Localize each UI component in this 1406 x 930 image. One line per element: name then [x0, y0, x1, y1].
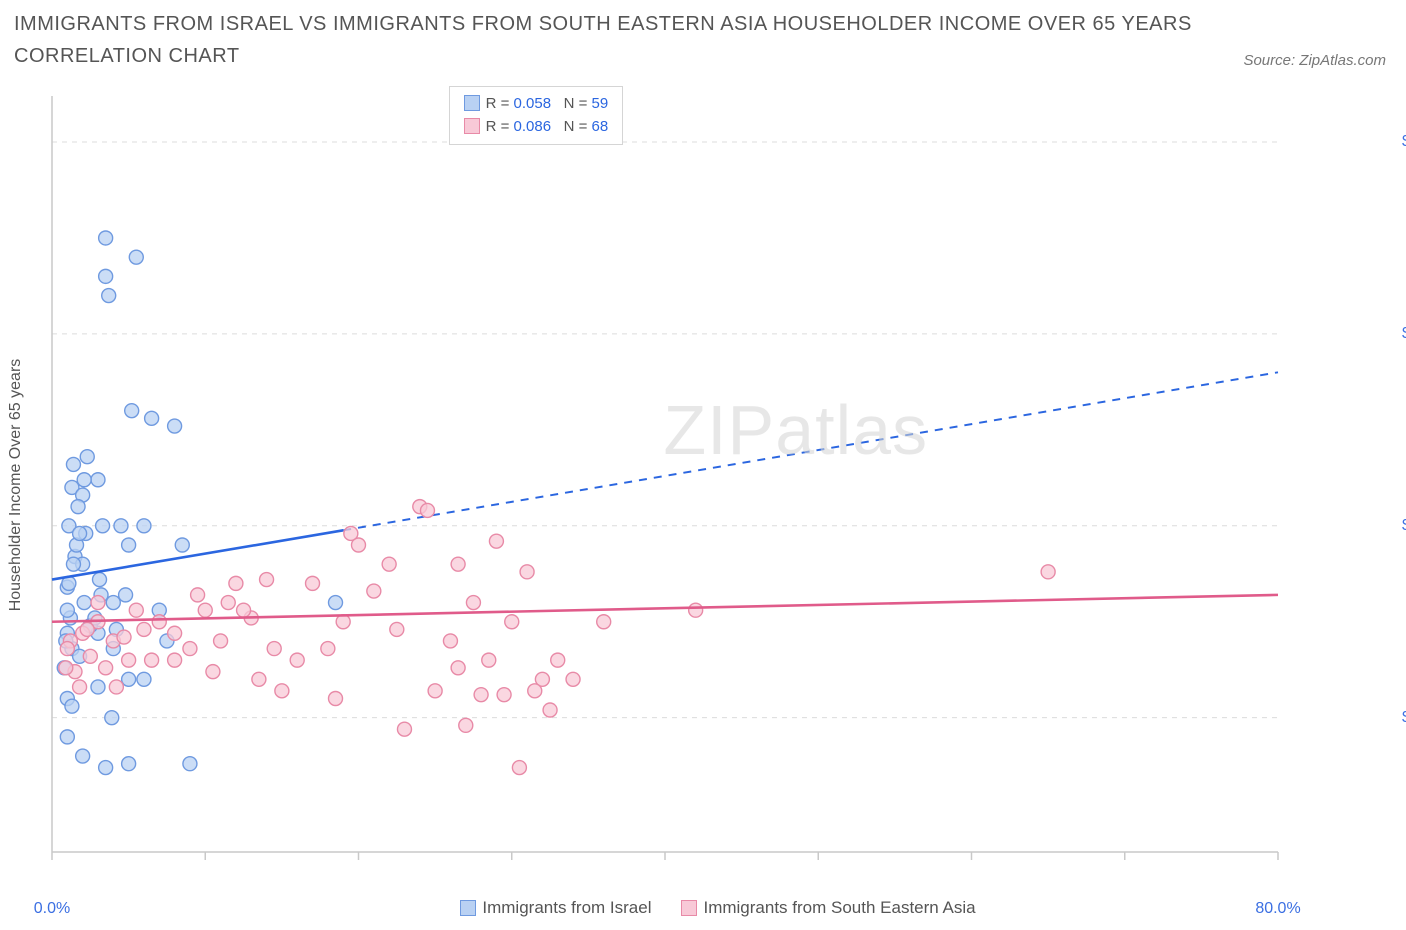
legend-n-value: 59: [592, 95, 609, 112]
legend-row: R = 0.086 N = 68: [464, 116, 609, 139]
correlation-legend: R = 0.058 N = 59R = 0.086 N = 68: [449, 86, 624, 145]
series-legend: Immigrants from Israel Immigrants from So…: [0, 898, 1406, 918]
legend-r-value: 0.086: [514, 118, 552, 135]
legend-n-label: N =: [551, 95, 591, 112]
series-legend-label: Immigrants from Israel: [482, 898, 651, 917]
legend-n-label: N =: [551, 118, 591, 135]
scatter-plot: [46, 90, 1388, 880]
legend-swatch: [464, 95, 480, 111]
y-tick-label: $200,000: [1390, 133, 1406, 151]
series-legend-item: Immigrants from South Eastern Asia: [651, 898, 975, 917]
legend-r-label: R =: [486, 118, 514, 135]
legend-r-value: 0.058: [514, 95, 552, 112]
source-label: Source: ZipAtlas.com: [1243, 52, 1386, 69]
legend-swatch: [464, 118, 480, 134]
legend-row: R = 0.058 N = 59: [464, 93, 609, 116]
y-tick-label: $100,000: [1390, 517, 1406, 535]
legend-swatch: [681, 900, 697, 916]
y-tick-label: $50,000: [1390, 709, 1406, 727]
chart-area: Householder Income Over 65 years ZIPatla…: [46, 90, 1388, 880]
chart-container: IMMIGRANTS FROM ISRAEL VS IMMIGRANTS FRO…: [0, 0, 1406, 930]
series-legend-item: Immigrants from Israel: [430, 898, 651, 917]
y-axis-label: Householder Income Over 65 years: [7, 359, 25, 612]
legend-r-label: R =: [486, 95, 514, 112]
chart-title: IMMIGRANTS FROM ISRAEL VS IMMIGRANTS FRO…: [14, 8, 1246, 72]
legend-swatch: [460, 900, 476, 916]
legend-n-value: 68: [592, 118, 609, 135]
series-legend-label: Immigrants from South Eastern Asia: [703, 898, 975, 917]
y-tick-label: $150,000: [1390, 325, 1406, 343]
